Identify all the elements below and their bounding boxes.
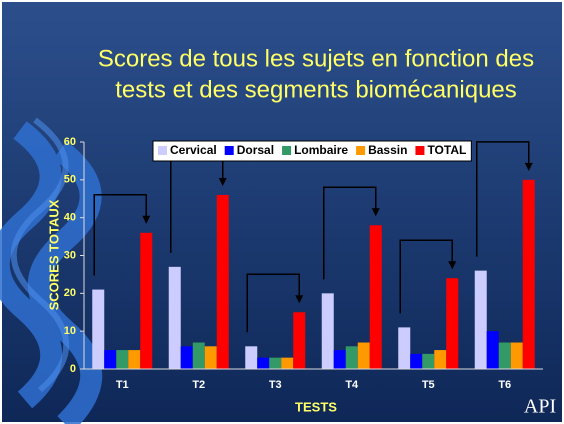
x-tick-label: T2 — [192, 379, 205, 391]
x-tick-label: T5 — [422, 379, 435, 391]
slide: Scores de tous les sujets en fonction de… — [0, 0, 564, 424]
legend-swatch — [415, 146, 424, 155]
bar — [446, 278, 458, 369]
legend-swatch — [225, 146, 234, 155]
bar — [104, 350, 116, 369]
y-axis-title: SCORES TOTAUX — [46, 199, 61, 310]
bar — [487, 331, 499, 369]
y-tick-label: 20 — [64, 287, 76, 299]
logo: API — [524, 396, 556, 418]
legend-swatch — [356, 146, 365, 155]
bar — [523, 180, 535, 369]
bar — [334, 350, 346, 369]
bar — [422, 354, 434, 369]
bar — [346, 346, 358, 369]
y-tick-label: 60 — [64, 136, 76, 148]
legend-label: Cervical — [170, 143, 217, 157]
bar — [193, 343, 205, 369]
bar — [475, 271, 487, 369]
legend-swatch — [282, 146, 291, 155]
legend: Cervical Dorsal Lombaire Bassin TOTAL — [153, 141, 471, 161]
bar — [398, 327, 410, 369]
bar — [269, 358, 281, 369]
bar — [217, 195, 229, 369]
y-tick-label: 30 — [64, 249, 76, 261]
y-tick-label: 40 — [64, 212, 76, 224]
bar — [370, 225, 382, 369]
legend-label: Dorsal — [237, 143, 274, 157]
bar — [92, 290, 104, 369]
bar — [281, 358, 293, 369]
bar — [499, 343, 511, 369]
legend-label: TOTAL — [427, 143, 466, 157]
bar — [358, 343, 370, 369]
legend-label: Lombaire — [294, 143, 348, 157]
bar — [511, 343, 523, 369]
bar — [116, 350, 128, 369]
bar — [434, 350, 446, 369]
bar — [140, 233, 152, 369]
bar — [257, 358, 269, 369]
chart-title: tests et des segments biomécaniques — [115, 76, 517, 103]
bar — [181, 346, 193, 369]
bar — [128, 350, 140, 369]
x-tick-label: T6 — [498, 379, 511, 391]
bar — [169, 267, 181, 369]
x-tick-label: T1 — [116, 379, 129, 391]
bar — [245, 346, 257, 369]
bar — [205, 346, 217, 369]
y-tick-label: 0 — [70, 363, 76, 375]
x-tick-label: T3 — [269, 379, 282, 391]
bar — [293, 312, 305, 369]
bar — [322, 293, 334, 369]
chart-title: Scores de tous les sujets en fonction de… — [98, 45, 534, 72]
x-tick-label: T4 — [345, 379, 359, 391]
x-axis-title: TESTS — [295, 399, 337, 414]
legend-label: Bassin — [368, 143, 407, 157]
legend-swatch — [158, 146, 167, 155]
y-tick-label: 10 — [64, 325, 76, 337]
bar — [410, 354, 422, 369]
y-tick-label: 50 — [64, 174, 76, 186]
